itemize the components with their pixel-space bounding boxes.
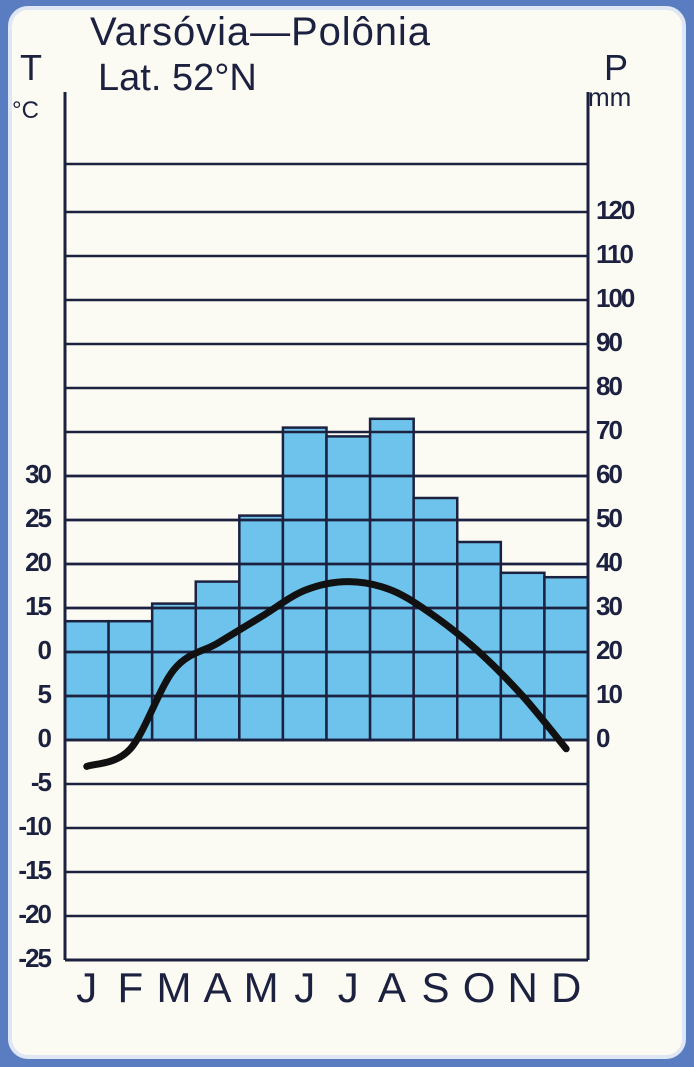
x-tick-label: M bbox=[156, 964, 191, 1011]
y2-tick-label: 70 bbox=[596, 415, 622, 445]
y-tick-label: -15 bbox=[18, 855, 51, 885]
x-tick-label: A bbox=[204, 964, 232, 1011]
temperature-line bbox=[83, 578, 570, 770]
y-tick-label: -20 bbox=[18, 899, 51, 929]
y2-tick-label: 60 bbox=[596, 459, 622, 489]
y2-tick-label: 110 bbox=[596, 239, 633, 269]
y2-tick-label: 0 bbox=[596, 723, 610, 753]
y2-tick-label: 100 bbox=[596, 283, 635, 313]
y-tick-label: 20 bbox=[25, 547, 51, 577]
bar bbox=[368, 417, 415, 742]
bar bbox=[543, 575, 590, 742]
y2-axis-label: P bbox=[604, 47, 628, 88]
y-axis-unit: °C bbox=[12, 97, 39, 124]
bars bbox=[63, 417, 590, 742]
y2-axis-unit: mm bbox=[588, 82, 631, 112]
x-tick-label: D bbox=[551, 964, 581, 1011]
y-tick-label: -25 bbox=[18, 943, 51, 973]
y-tick-label: 30 bbox=[25, 459, 51, 489]
x-tick-label: J bbox=[76, 964, 97, 1011]
y-axis-label: T bbox=[20, 47, 42, 88]
y-tick-label: 5 bbox=[38, 679, 52, 709]
grid: -25-20-15-10-505015202530010203040506070… bbox=[18, 92, 637, 1011]
y-tick-label: 0 bbox=[38, 723, 52, 753]
bar bbox=[325, 435, 372, 742]
x-tick-label: J bbox=[338, 964, 359, 1011]
x-tick-label: N bbox=[507, 964, 537, 1011]
x-tick-label: O bbox=[463, 964, 496, 1011]
x-tick-label: S bbox=[421, 964, 449, 1011]
y2-tick-label: 50 bbox=[596, 503, 622, 533]
y2-tick-label: 80 bbox=[596, 371, 622, 401]
y2-tick-label: 20 bbox=[596, 635, 622, 665]
lines bbox=[83, 578, 570, 770]
y-tick-label: 25 bbox=[25, 503, 51, 533]
bar bbox=[194, 580, 241, 742]
x-tick-label: F bbox=[118, 964, 144, 1011]
y2-tick-label: 30 bbox=[596, 591, 622, 621]
chart-subtitle: Lat. 52°N bbox=[98, 57, 257, 99]
y2-tick-label: 90 bbox=[596, 327, 622, 357]
y2-tick-label: 10 bbox=[596, 679, 622, 709]
x-tick-label: J bbox=[294, 964, 315, 1011]
y-tick-label: 0 bbox=[38, 635, 52, 665]
y-tick-label: 15 bbox=[25, 591, 51, 621]
y2-tick-label: 120 bbox=[596, 195, 635, 225]
y2-tick-label: 40 bbox=[596, 547, 622, 577]
bar bbox=[63, 619, 110, 742]
x-tick-label: A bbox=[378, 964, 406, 1011]
y-tick-label: -5 bbox=[31, 767, 52, 797]
x-tick-label: M bbox=[244, 964, 279, 1011]
y-tick-label: -10 bbox=[18, 811, 51, 841]
plot: -25-20-15-10-505015202530010203040506070… bbox=[18, 92, 637, 1011]
chart-title: Varsóvia—Polônia bbox=[90, 10, 431, 54]
